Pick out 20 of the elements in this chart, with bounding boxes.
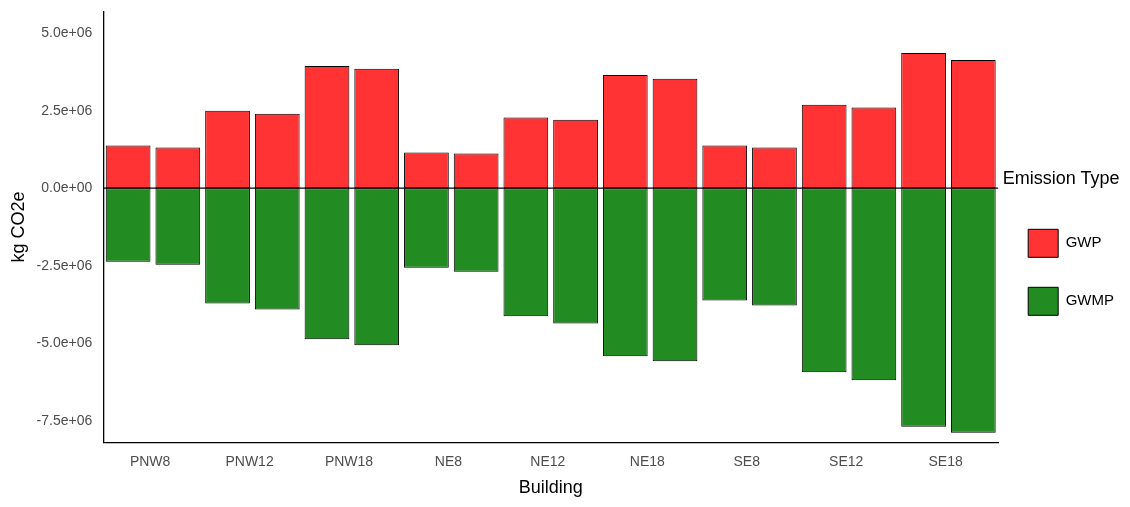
x-tick-label: NE18 bbox=[629, 452, 666, 469]
x-tick-label: NE12 bbox=[530, 452, 566, 469]
x-tick-label: SE8 bbox=[733, 452, 761, 469]
y-tick-label: -7.5e+06 bbox=[36, 411, 93, 428]
x-tick-label: PNW12 bbox=[225, 452, 274, 469]
y-tick-label: -2.5e+06 bbox=[36, 256, 93, 273]
legend-label: GWMP bbox=[1065, 291, 1114, 309]
x-tick-label: PNW8 bbox=[129, 452, 171, 469]
x-tick-label: NE8 bbox=[434, 452, 463, 469]
y-axis-title: kg CO2e bbox=[7, 191, 28, 263]
x-tick-label: SE18 bbox=[928, 452, 963, 469]
legend-label: GWP bbox=[1065, 233, 1102, 251]
x-axis-title: Building bbox=[518, 477, 583, 498]
y-tick-label: 2.5e+06 bbox=[41, 101, 93, 118]
x-tick-label: SE12 bbox=[829, 452, 864, 469]
x-tick-label: PNW18 bbox=[324, 452, 374, 469]
legend-title: Emission Type bbox=[1002, 167, 1120, 188]
y-tick-label: 5.0e+06 bbox=[41, 23, 93, 40]
y-tick-label: 0.0e+00 bbox=[41, 179, 93, 196]
y-tick-label: -5.0e+06 bbox=[36, 334, 93, 351]
